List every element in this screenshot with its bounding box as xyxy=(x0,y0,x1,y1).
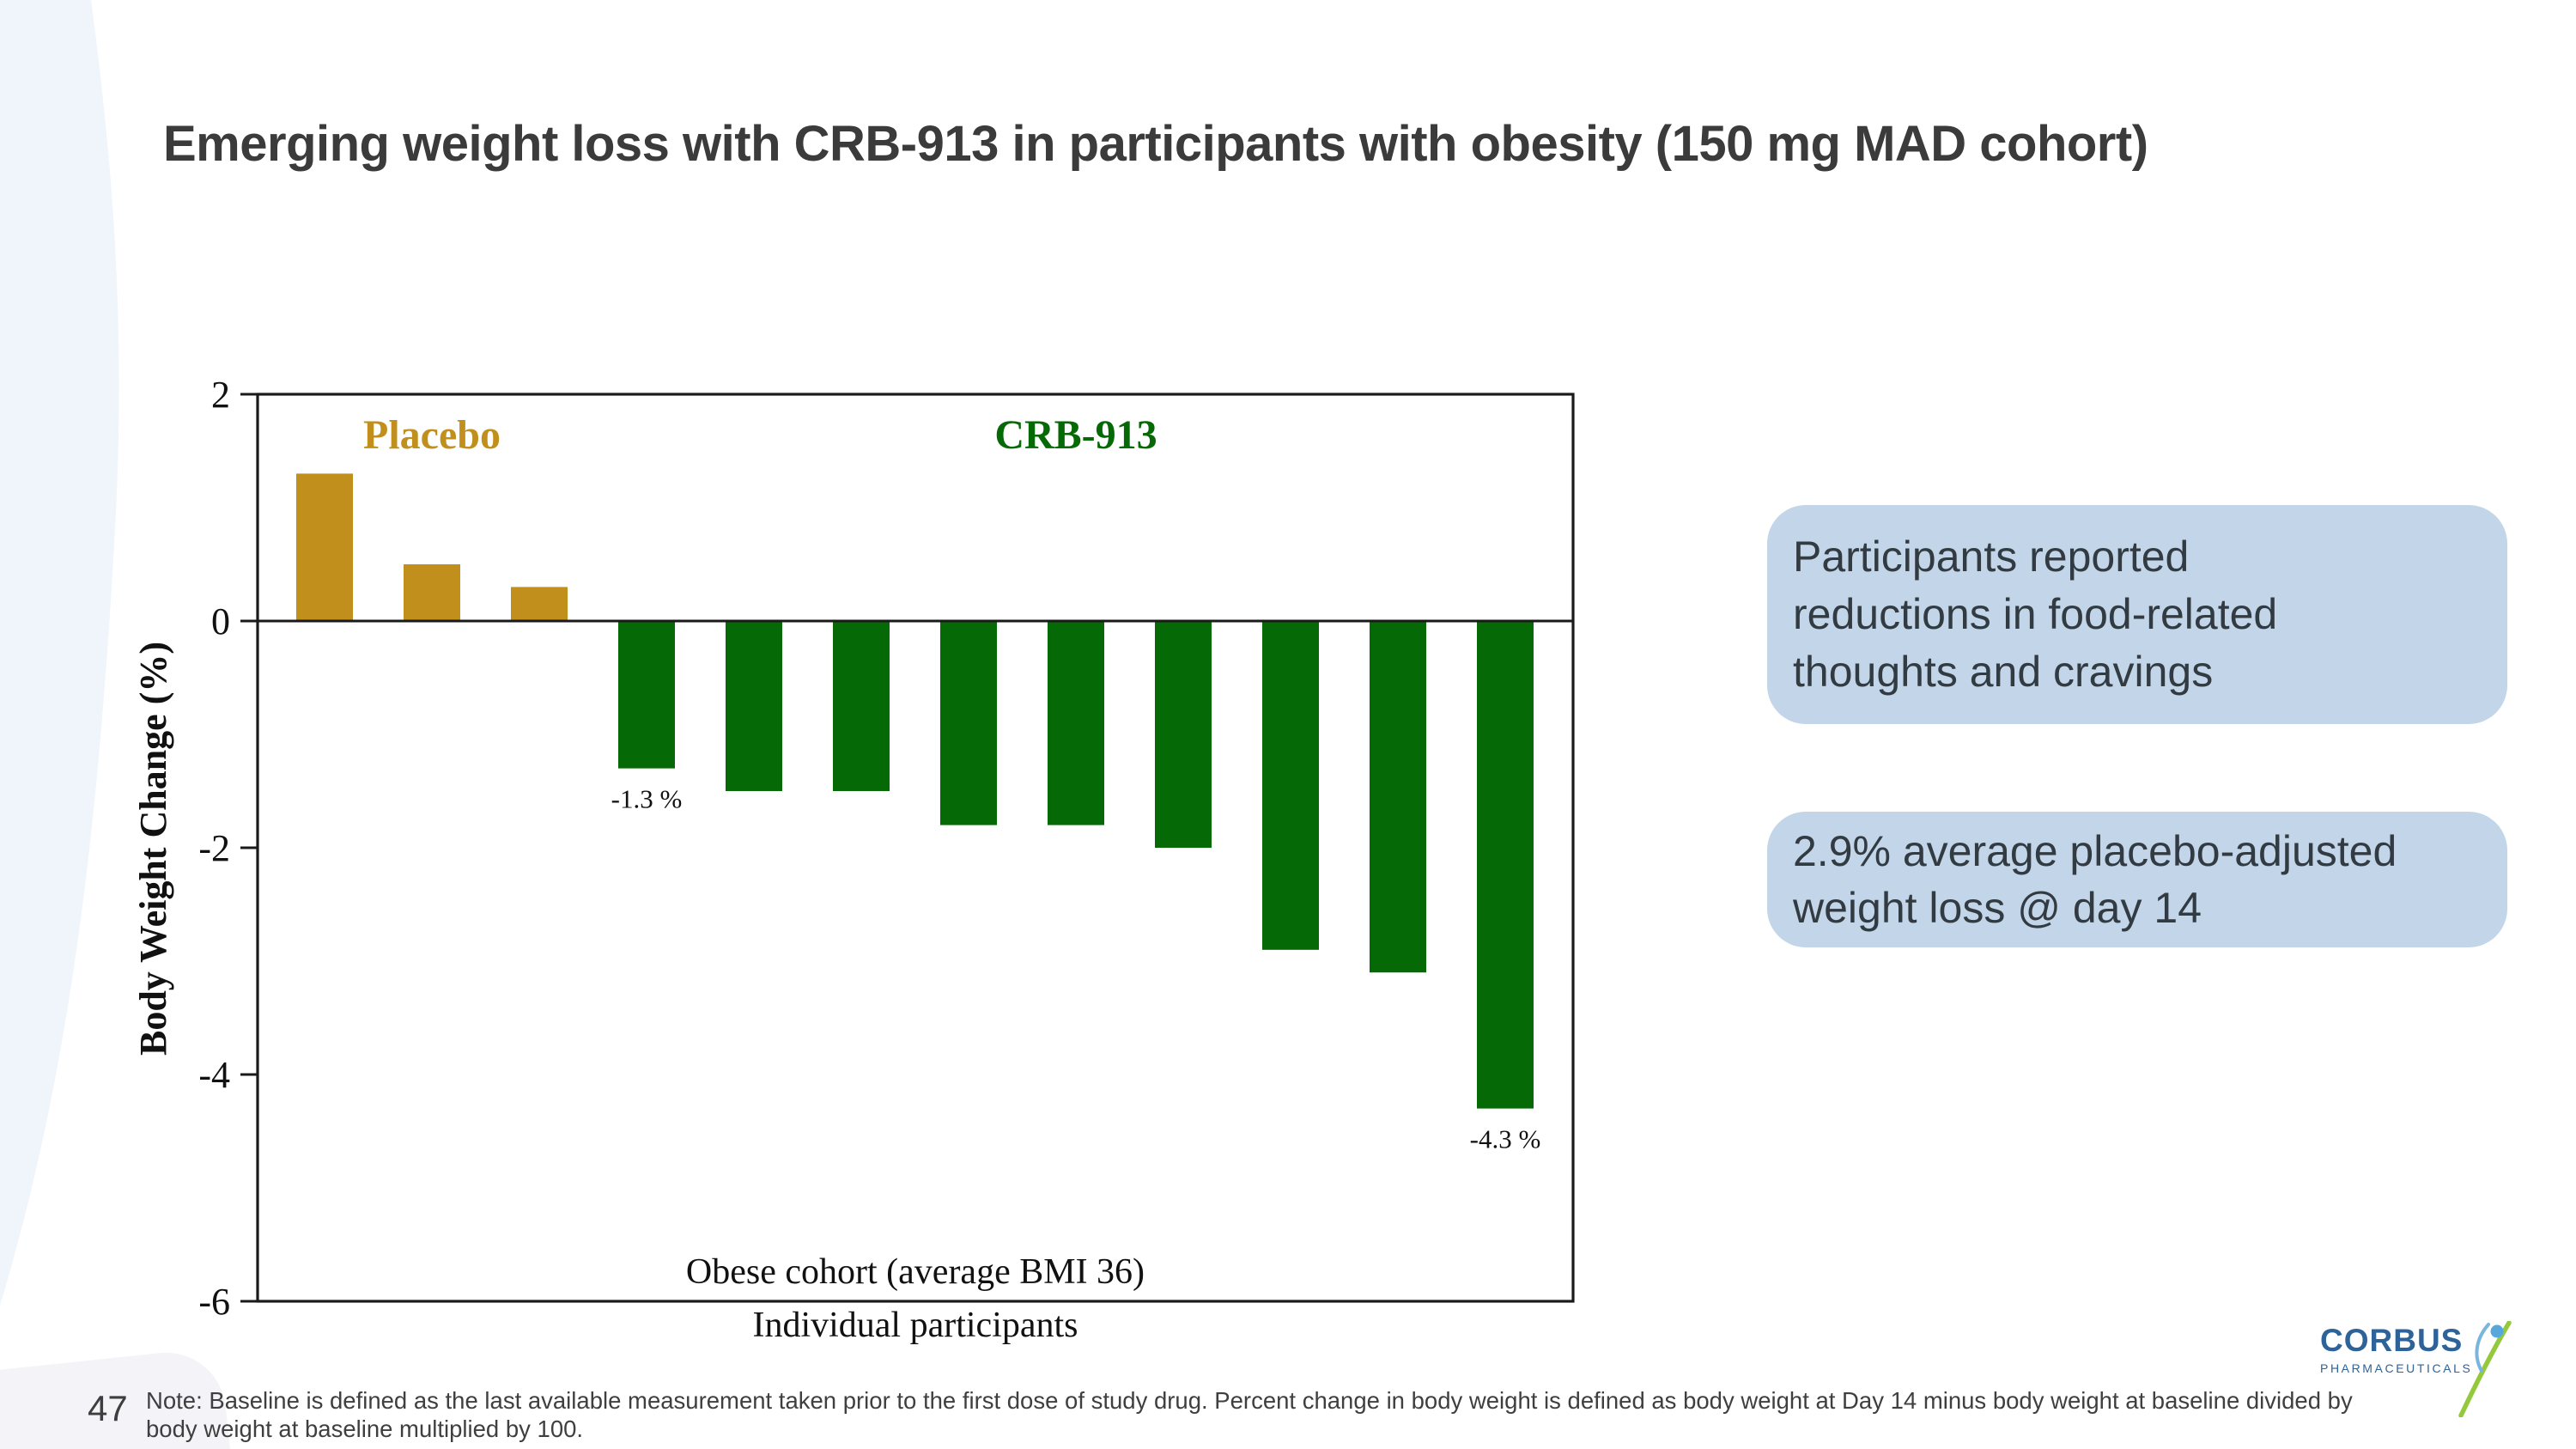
y-tick-label: -6 xyxy=(198,1281,230,1323)
left-accent-path xyxy=(0,0,119,1306)
callout-line: reductions in food-related xyxy=(1793,590,2278,638)
bar xyxy=(618,621,675,769)
figure-head-dot xyxy=(2490,1324,2504,1338)
bar xyxy=(511,587,568,621)
bar xyxy=(404,564,460,621)
figure-blue-arc xyxy=(2475,1323,2490,1373)
series-label: Placebo xyxy=(363,412,501,458)
bar xyxy=(1370,621,1426,973)
bar xyxy=(296,473,353,621)
bar xyxy=(833,621,890,791)
bar-value-label: -1.3 % xyxy=(611,784,683,814)
bar xyxy=(1262,621,1319,950)
figure-green-swoosh xyxy=(2458,1321,2512,1417)
y-tick-label: -4 xyxy=(198,1054,230,1096)
callout-food-cravings: Participants reported reductions in food… xyxy=(1767,505,2507,724)
footnote: Note: Baseline is defined as the last av… xyxy=(146,1387,2353,1442)
bar-value-label: -4.3 % xyxy=(1470,1124,1541,1154)
corbus-figure-icon xyxy=(2458,1321,2512,1417)
bar xyxy=(1477,621,1534,1109)
bar xyxy=(1155,621,1212,848)
y-tick-label: 0 xyxy=(211,600,230,642)
callout-line: 2.9% average placebo-adjusted xyxy=(1793,827,2397,875)
corbus-subtitle: PHARMACEUTICALS xyxy=(2320,1361,2473,1375)
bar xyxy=(726,621,782,791)
corbus-wordmark: CORBUS xyxy=(2320,1323,2464,1358)
page-title: Emerging weight loss with CRB-913 in par… xyxy=(163,116,2148,172)
corbus-logo: CORBUS PHARMACEUTICALS xyxy=(2320,1321,2526,1434)
y-tick-label: 2 xyxy=(211,374,230,416)
x-axis-label: Individual participants xyxy=(752,1306,1078,1345)
bar xyxy=(940,621,997,825)
cohort-caption: Obese cohort (average BMI 36) xyxy=(686,1252,1145,1292)
series-label: CRB-913 xyxy=(994,412,1157,458)
page-number: 47 xyxy=(88,1388,128,1428)
y-axis-label: Body Weight Change (%) xyxy=(132,642,174,1056)
callout-line: Participants reported xyxy=(1793,533,2190,581)
bar xyxy=(1048,621,1104,825)
callout-line: thoughts and cravings xyxy=(1793,648,2214,696)
callout-line: weight loss @ day 14 xyxy=(1793,884,2202,932)
y-tick-label: -2 xyxy=(198,827,230,869)
callout-weight-loss: 2.9% average placebo-adjusted weight los… xyxy=(1767,812,2507,947)
